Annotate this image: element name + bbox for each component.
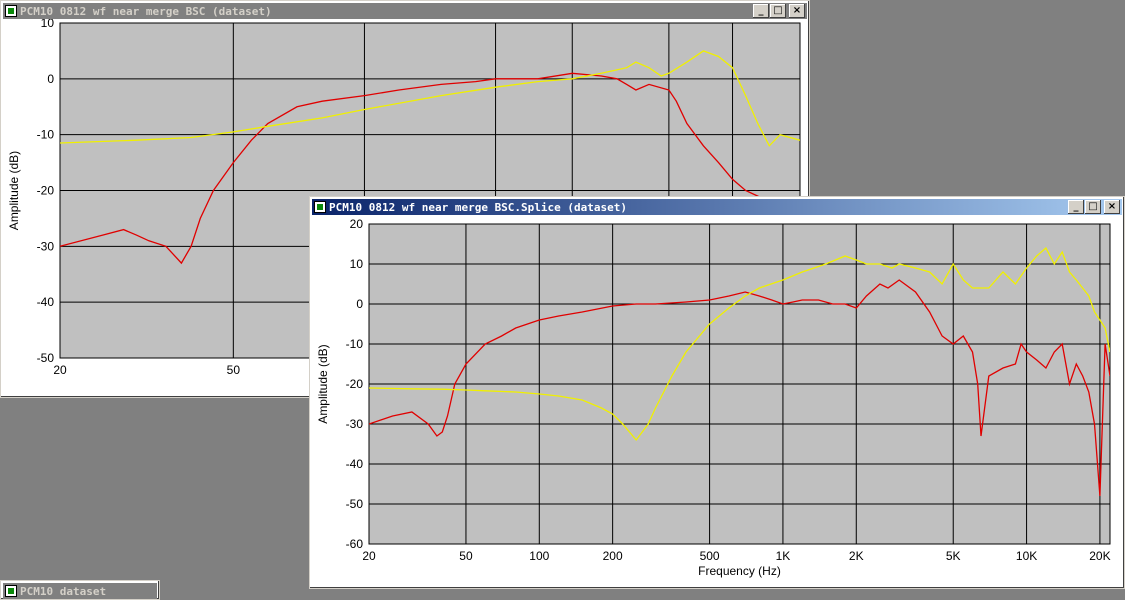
- minimize-button[interactable]: _: [753, 4, 769, 18]
- x-tick-label: 20: [53, 363, 67, 377]
- front-window-titlebar[interactable]: PCM10 0812 wf near merge BSC.Splice (dat…: [312, 199, 1122, 215]
- x-axis-label: Frequency (Hz): [698, 564, 781, 578]
- x-tick-label: 2K: [849, 549, 864, 563]
- y-tick-label: -40: [346, 457, 364, 471]
- y-tick-label: 0: [356, 297, 363, 311]
- app-icon[interactable]: [5, 585, 17, 597]
- minimized-window[interactable]: PCM10 dataset: [0, 580, 160, 600]
- y-tick-label: 0: [47, 72, 54, 86]
- x-tick-label: 50: [227, 363, 241, 377]
- close-button[interactable]: ×: [789, 4, 805, 18]
- y-tick-label: -10: [346, 337, 364, 351]
- front-window[interactable]: PCM10 0812 wf near merge BSC.Splice (dat…: [309, 196, 1125, 589]
- series-line-red: [369, 279, 1110, 497]
- minimize-button[interactable]: _: [1068, 200, 1084, 214]
- back-window-titlebar[interactable]: PCM10 0812 wf near merge BSC (dataset) _…: [3, 3, 807, 19]
- series-line-yellow: [369, 246, 1110, 442]
- y-tick-label: -40: [37, 295, 55, 309]
- close-button[interactable]: ×: [1104, 200, 1120, 214]
- series-line-red: [60, 72, 800, 265]
- maximize-button[interactable]: □: [1085, 200, 1101, 214]
- y-axis-label: Amplitude (dB): [316, 344, 330, 423]
- minimized-window-title: PCM10 dataset: [20, 584, 107, 598]
- y-tick-label: -50: [37, 351, 55, 365]
- y-tick-label: 20: [350, 217, 364, 231]
- x-tick-label: 20: [362, 549, 376, 563]
- y-tick-label: -30: [37, 239, 55, 253]
- x-tick-label: 20K: [1089, 549, 1110, 563]
- series-line-yellow: [60, 50, 800, 147]
- x-tick-label: 500: [700, 549, 720, 563]
- y-tick-label: 10: [350, 257, 364, 271]
- y-tick-label: -50: [346, 497, 364, 511]
- x-tick-label: 5K: [946, 549, 961, 563]
- minimized-window-titlebar[interactable]: PCM10 dataset: [3, 583, 157, 599]
- x-tick-label: 1K: [776, 549, 791, 563]
- y-tick-label: -60: [346, 537, 364, 551]
- app-icon[interactable]: [314, 201, 326, 213]
- y-tick-label: -10: [37, 128, 55, 142]
- y-axis-label: Amplitude (dB): [7, 151, 21, 230]
- x-tick-label: 10K: [1016, 549, 1037, 563]
- x-tick-label: 100: [529, 549, 549, 563]
- app-icon[interactable]: [5, 5, 17, 17]
- y-tick-label: -30: [346, 417, 364, 431]
- y-tick-label: -20: [346, 377, 364, 391]
- y-tick-label: -20: [37, 184, 55, 198]
- maximize-button[interactable]: □: [770, 4, 786, 18]
- front-window-title: PCM10 0812 wf near merge BSC.Splice (dat…: [329, 200, 628, 214]
- x-tick-label: 50: [459, 549, 473, 563]
- x-tick-label: 200: [603, 549, 623, 563]
- y-tick-label: 10: [41, 19, 55, 30]
- back-window-title: PCM10 0812 wf near merge BSC (dataset): [20, 4, 272, 18]
